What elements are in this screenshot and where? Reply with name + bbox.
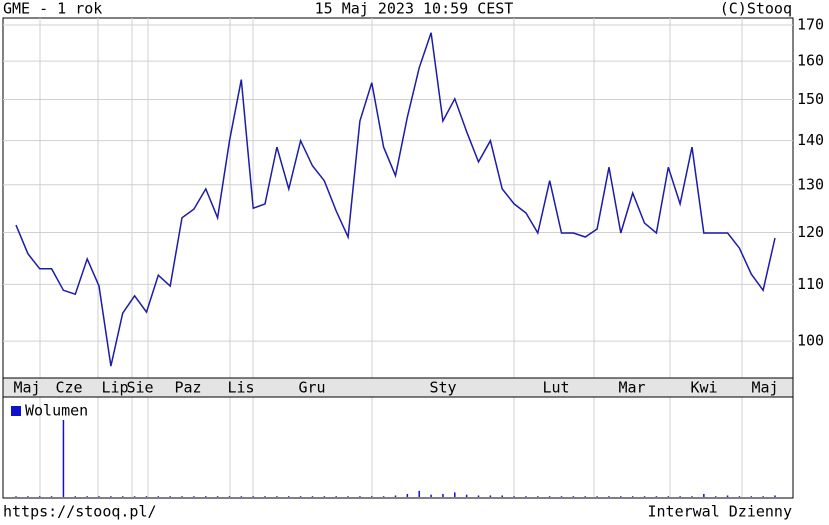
volume-bar	[620, 496, 622, 497]
x-tick-label: Maj	[751, 379, 778, 397]
footer-interval: Interwal Dzienny	[648, 503, 793, 521]
volume-bar	[110, 496, 112, 497]
volume-bar	[513, 496, 515, 497]
volume-bar	[643, 496, 646, 497]
legend-label: Wolumen	[25, 402, 88, 420]
volume-bar	[537, 496, 539, 497]
volume-bar	[465, 494, 468, 497]
volume-bar	[169, 496, 171, 497]
volume-bar	[50, 496, 53, 497]
volume-bar	[288, 496, 290, 497]
volume-bar	[572, 496, 575, 497]
volume-bar	[560, 496, 563, 497]
volume-bar	[762, 496, 764, 497]
y-tick-label: 150	[797, 90, 824, 108]
x-tick-label: Mar	[618, 379, 645, 397]
volume-bar	[62, 420, 65, 497]
volume-bar	[442, 493, 444, 497]
volume-bar	[774, 495, 776, 497]
volume-bar	[406, 493, 409, 497]
volume-bar	[489, 495, 492, 497]
x-tick-label: Sty	[429, 379, 456, 397]
volume-bar	[205, 496, 207, 497]
y-tick-label: 100	[797, 332, 824, 350]
volume-bar	[27, 496, 29, 497]
y-tick-label: 130	[797, 175, 824, 193]
volume-bar	[121, 496, 124, 497]
volume-bar	[596, 496, 598, 497]
volume-bar	[347, 496, 349, 497]
volume-bar	[264, 496, 266, 497]
volume-bar	[86, 496, 88, 497]
month-strip	[2, 377, 794, 398]
credit: (C)Stooq	[720, 0, 792, 18]
volume-bar	[311, 496, 314, 497]
price-line	[15, 32, 776, 367]
volume-bar	[525, 496, 527, 497]
volume-bar	[501, 495, 503, 497]
volume-bar	[608, 496, 610, 497]
volume-bar	[299, 496, 302, 497]
volume-bar	[667, 496, 670, 497]
volume-bar	[394, 495, 397, 497]
y-tick-label: 110	[797, 275, 824, 293]
volume-bar	[240, 496, 243, 497]
volume-bar	[276, 496, 278, 497]
volume-bar	[38, 496, 41, 497]
volume-bar	[98, 496, 100, 497]
y-tick-label: 140	[797, 131, 824, 149]
volume-bar	[323, 496, 326, 497]
volume-bar	[738, 496, 741, 497]
volume-bar	[691, 496, 693, 497]
volume-bar	[418, 490, 420, 497]
volume-bar	[133, 496, 136, 497]
x-tick-label: Paz	[174, 379, 201, 397]
volume-bar	[430, 494, 432, 497]
volume-bar	[548, 496, 551, 497]
volume-bar	[228, 496, 231, 497]
volume-bar	[584, 496, 586, 497]
volume-bar	[631, 496, 634, 497]
volume-bar	[252, 496, 254, 497]
volume-bar	[714, 496, 717, 497]
footer-url: https://stooq.pl/	[3, 503, 157, 521]
volume-bar	[655, 496, 658, 497]
volume-bar	[193, 496, 195, 497]
x-tick-label: Lis	[227, 379, 254, 397]
volume-bar	[382, 496, 385, 497]
x-tick-label: Kwi	[690, 379, 717, 397]
volume-bar	[726, 495, 729, 497]
y-tick-label: 170	[797, 15, 824, 33]
volume-bar	[454, 492, 456, 497]
chart-date: 15 Maj 2023 10:59 CEST	[315, 0, 514, 18]
x-tick-label: Cze	[55, 379, 82, 397]
x-tick-label: Sie	[126, 379, 153, 397]
volume-bar	[750, 496, 753, 497]
y-tick-label: 120	[797, 223, 824, 241]
volume-bar	[181, 496, 183, 497]
volume-bar	[157, 496, 160, 497]
volume-bar	[216, 496, 219, 497]
volume-bar	[703, 493, 705, 497]
volume-bar	[145, 496, 148, 497]
volume-bar	[359, 496, 361, 497]
volume-bar	[15, 496, 17, 497]
volume-bar	[74, 496, 77, 497]
legend-swatch	[11, 406, 21, 416]
volume-bar	[371, 496, 373, 497]
x-tick-label: Maj	[13, 379, 40, 397]
frame	[2, 17, 794, 499]
chart-title: GME - 1 rok	[3, 0, 102, 18]
volume-bar	[335, 496, 337, 497]
x-tick-label: Lut	[542, 379, 569, 397]
y-tick-label: 160	[797, 52, 824, 70]
x-tick-label: Gru	[298, 379, 325, 397]
volume-bar	[477, 495, 480, 497]
x-tick-label: Lip	[101, 379, 128, 397]
volume-bar	[679, 496, 681, 497]
